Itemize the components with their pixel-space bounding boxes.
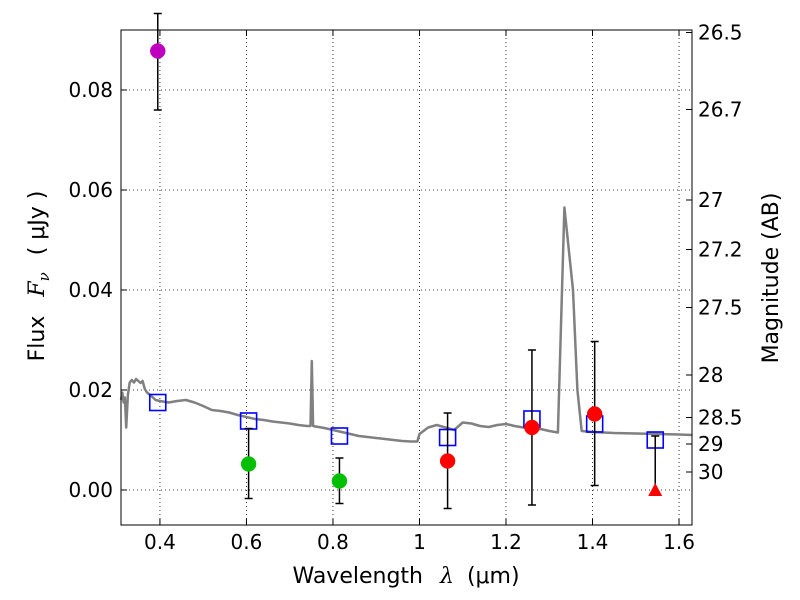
grid [121,30,692,525]
y2-tick-label: 26.7 [698,98,743,122]
x-tick-label: 1.6 [663,530,695,554]
y2-tick-label: 28.5 [698,406,743,430]
model-flux-square [330,427,349,445]
x-axis-label-text: Wavelength [292,564,423,589]
y-tick-label: 0.06 [68,178,113,202]
y2-tick-label: 28 [698,363,723,387]
y2-axis-label: Magnitude (AB) [759,193,784,364]
y2-tick-label: 29 [698,432,723,456]
observed-flux-point [150,43,166,59]
y2-tick-label: 26.5 [698,21,743,45]
y2-tick-label: 27.5 [698,296,743,320]
model-flux-square [148,393,167,412]
x-axis-label-unit: (μm) [467,564,520,589]
upper-limit-triangle [648,483,663,496]
x-tick-label: 0.8 [317,530,349,554]
observed-flux-point [240,456,257,472]
x-tick-label: 0.4 [144,530,176,554]
y-axis-label-unit: ( μJy ) [25,191,50,256]
x-axis-label: Wavelength λ (μm) [292,564,519,589]
y-axis-label: Flux Fν ( μJy ) [25,191,55,362]
x-tick-label: 1.4 [577,530,609,554]
x-tick-label: 1.2 [490,530,522,554]
y-axis-label-symbol: F [25,281,50,298]
y-axis-label-symbol-sub: ν [35,272,53,281]
observed-flux-point [439,453,456,469]
y-tick-labels: 0.00 0.02 0.04 0.06 0.08 [68,78,113,502]
axes-frame [120,29,693,526]
tick-marks [121,30,692,525]
y2-tick-label: 30 [698,460,723,484]
y-tick-label: 0.08 [68,78,113,102]
x-tick-label: 1 [413,530,426,554]
x-tick-labels: 0.4 0.6 0.8 1 1.2 1.4 1.6 [144,530,695,554]
y2-tick-label: 27.2 [698,238,743,262]
observed-flux-point [331,473,348,489]
y-tick-label: 0.02 [68,378,113,402]
y-tick-label: 0.04 [68,278,113,302]
x-tick-label: 0.6 [231,530,263,554]
observed-flux-point [524,419,540,436]
y-tick-label: 0.00 [68,478,113,502]
y-axis-label-text: Flux [25,316,50,362]
observed-flux-point [586,406,603,422]
x-axis-label-symbol: λ [439,564,454,589]
y2-tick-labels: 26.5 26.7 27 27.2 27.5 28 28.529 30 [698,21,743,485]
y2-tick-label: 27 [698,188,723,212]
